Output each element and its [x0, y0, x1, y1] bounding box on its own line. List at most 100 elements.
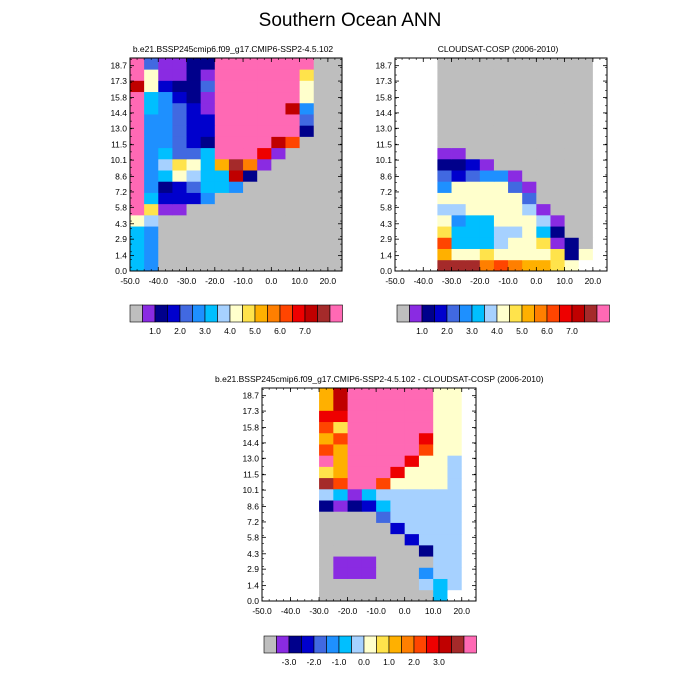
heatmap-cell: [299, 91, 315, 104]
heatmap-cell: [390, 444, 406, 456]
heatmap-cell: [550, 170, 565, 182]
colorbar-label: 7.0: [566, 326, 578, 336]
heatmap-cell: [433, 533, 448, 546]
heatmap-cell: [285, 192, 300, 205]
heatmap-cell: [299, 181, 315, 193]
x-tick-label: 20.0: [585, 276, 602, 286]
heatmap-cell: [423, 214, 438, 227]
heatmap-cell: [228, 102, 244, 115]
heatmap-cell: [550, 91, 565, 104]
heatmap-cell: [451, 91, 467, 104]
heatmap-cell: [536, 170, 551, 182]
heatmap-cell: [376, 556, 391, 568]
heatmap-cell: [304, 444, 320, 456]
heatmap-cell: [243, 214, 258, 227]
heatmap-cell: [404, 488, 420, 501]
heatmap-cell: [361, 421, 377, 434]
heatmap-cell: [376, 388, 391, 400]
colorbar-swatch: [446, 304, 460, 323]
heatmap-cell: [550, 237, 565, 249]
heatmap-cell: [327, 69, 343, 81]
y-tick-label: 10.1: [110, 155, 127, 165]
heatmap-cell: [564, 259, 580, 272]
heatmap-cell: [493, 259, 509, 272]
heatmap-cell: [172, 203, 187, 216]
heatmap-cell: [376, 544, 391, 557]
y-tick-label: 11.5: [243, 470, 259, 480]
heatmap-cell: [522, 237, 537, 249]
heatmap-cell: [461, 455, 477, 467]
heatmap-cell: [461, 399, 477, 411]
heatmap-cell: [271, 125, 286, 137]
heatmap-cell: [158, 170, 173, 182]
heatmap-cell: [592, 248, 608, 261]
heatmap-cell: [447, 410, 463, 423]
heatmap-cell: [200, 181, 216, 193]
heatmap-cell: [564, 181, 580, 193]
heatmap-cell: [395, 248, 410, 261]
y-tick-label: 8.6: [115, 172, 127, 182]
colorbar-swatch: [584, 304, 598, 323]
heatmap-cell: [395, 80, 410, 93]
heatmap-cell: [172, 80, 187, 93]
heatmap-cell: [376, 500, 391, 512]
heatmap-cell: [592, 226, 608, 238]
heatmap-cell: [592, 214, 608, 227]
heatmap-cell: [333, 589, 348, 602]
heatmap-cell: [418, 511, 434, 523]
heatmap-cell: [276, 466, 291, 479]
heatmap-cell: [186, 147, 202, 160]
heatmap-cell: [423, 69, 438, 81]
heatmap-cell: [327, 91, 343, 104]
heatmap-cell: [214, 147, 230, 160]
colorbar-label: 7.0: [299, 326, 311, 336]
heatmap-cell: [447, 455, 463, 467]
heatmap-cell: [276, 432, 291, 445]
heatmap-cell: [550, 259, 565, 272]
heatmap-cell: [361, 533, 377, 546]
heatmap-cell: [130, 248, 145, 261]
panel-title-model: b.e21.BSSP245cmip6.f09_g17.CMIP6-SSP2-4.…: [132, 44, 334, 54]
heatmap-cell: [214, 69, 230, 81]
heatmap-cell: [262, 522, 277, 535]
colorbar-swatch: [263, 635, 277, 654]
heatmap-cell: [144, 259, 159, 272]
heatmap-cell: [404, 466, 420, 479]
heatmap-cell: [418, 522, 434, 535]
heatmap-cell: [257, 58, 272, 70]
heatmap-cell: [186, 125, 202, 137]
heatmap-cell: [418, 444, 434, 456]
heatmap-cell: [536, 248, 551, 261]
heatmap-cell: [158, 237, 173, 249]
heatmap-cell: [262, 511, 277, 523]
heatmap-cell: [461, 466, 477, 479]
heatmap-cell: [313, 147, 329, 160]
heatmap-cell: [390, 488, 406, 501]
heatmap-cell: [550, 69, 565, 81]
heatmap-cell: [144, 147, 159, 160]
heatmap-cell: [327, 80, 343, 93]
heatmap-cell: [423, 248, 438, 261]
heatmap-cell: [404, 589, 420, 602]
heatmap-cell: [536, 91, 551, 104]
heatmap-cell: [276, 556, 291, 568]
heatmap-cell: [130, 203, 145, 216]
heatmap-cell: [299, 58, 315, 70]
heatmap-cell: [276, 500, 291, 512]
heatmap-cell: [508, 147, 523, 160]
heatmap-cell: [333, 410, 348, 423]
heatmap-cell: [333, 466, 348, 479]
heatmap-cell: [479, 125, 495, 137]
heatmap-cell: [285, 214, 300, 227]
heatmap-cell: [376, 477, 391, 490]
heatmap-cell: [437, 226, 452, 238]
colorbar-swatch: [279, 304, 293, 323]
heatmap-cell: [451, 259, 467, 272]
y-tick-label: 14.4: [375, 108, 392, 118]
heatmap-cell: [395, 181, 410, 193]
heatmap-cell: [578, 58, 594, 70]
heatmap-cell: [465, 91, 481, 104]
heatmap-cell: [285, 102, 300, 115]
heatmap-cell: [243, 147, 258, 160]
heatmap-cell: [395, 147, 410, 160]
